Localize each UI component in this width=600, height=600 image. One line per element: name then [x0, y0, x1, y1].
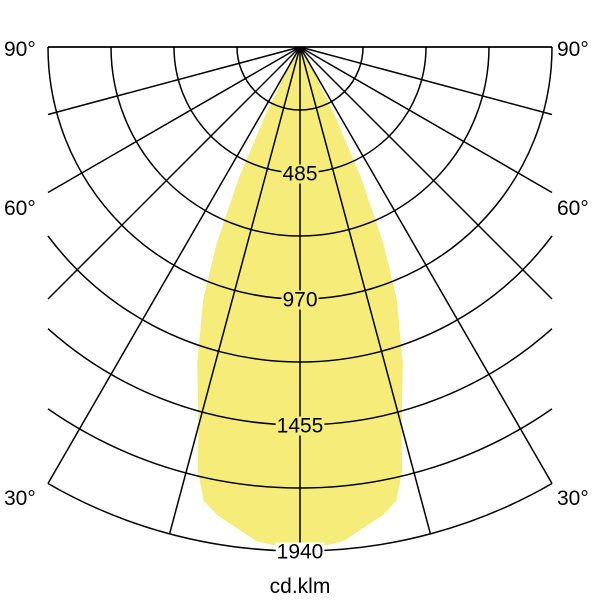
- grid-radial-line: [168, 46, 301, 534]
- grid-radial-line: [299, 46, 553, 194]
- ring-label-background: [275, 542, 325, 562]
- grid-radial-line: [47, 46, 301, 194]
- angle-label-right-60: 60°: [557, 197, 589, 220]
- grid-radial-line: [47, 46, 301, 484]
- ring-label: 1455: [277, 415, 324, 438]
- ring-label-background: [275, 416, 325, 436]
- ring-label: 1940: [277, 541, 324, 564]
- grid-radial-line: [299, 46, 432, 534]
- ring-label-background: [281, 290, 319, 310]
- ring-label: 485: [282, 163, 317, 186]
- grid-radial-line: [47, 46, 301, 116]
- grid-radial-line: [299, 46, 553, 484]
- angle-label-right-90: 90°: [557, 38, 589, 61]
- angle-label-left-30: 30°: [4, 487, 36, 510]
- angle-label-left-60: 60°: [4, 197, 36, 220]
- angle-label-right-30: 30°: [557, 487, 589, 510]
- grid-radial-line: [299, 46, 553, 300]
- grid-radial-line: [299, 46, 553, 116]
- unit-label: cd.klm: [270, 575, 331, 598]
- ring-label: 970: [282, 289, 317, 312]
- angle-label-left-90: 90°: [4, 38, 36, 61]
- grid-radial-line: [47, 46, 301, 300]
- ring-label-background: [281, 164, 319, 184]
